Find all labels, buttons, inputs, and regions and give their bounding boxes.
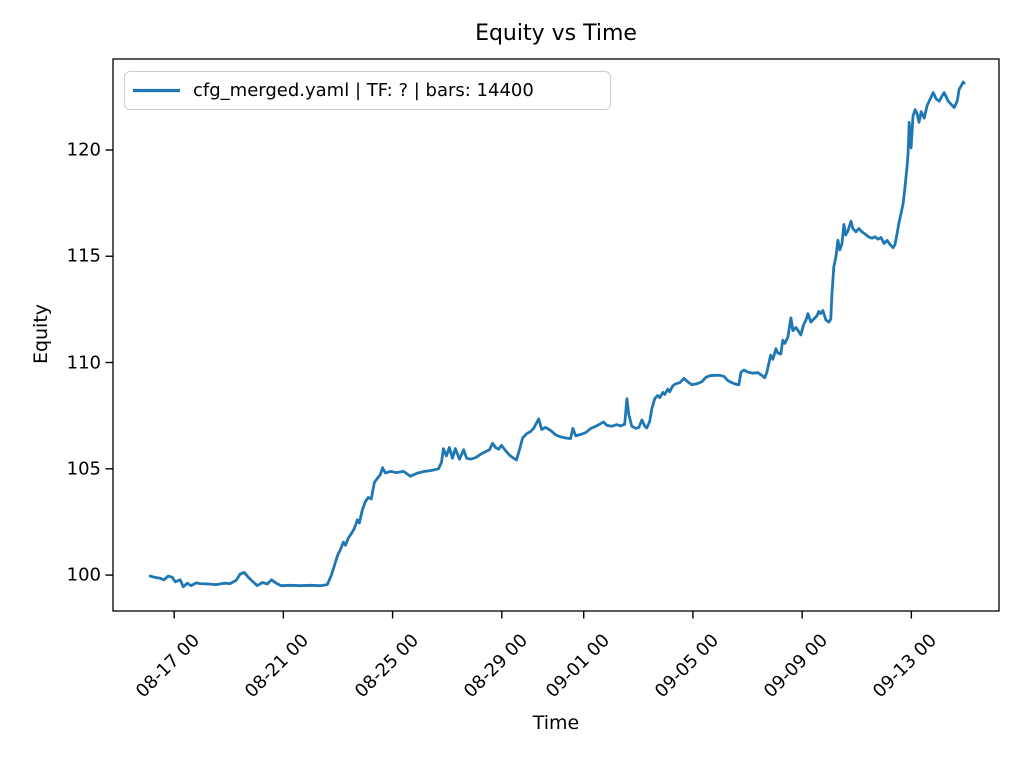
y-tick-label: 120: [66, 139, 101, 161]
chart-title: Equity vs Time: [475, 21, 637, 46]
y-tick-label: 100: [66, 564, 101, 586]
legend-line-sample-icon: [133, 88, 180, 93]
legend: cfg_merged.yaml | TF: ? | bars: 14400: [124, 71, 611, 110]
y-tick-label: 110: [66, 352, 101, 373]
legend-label: cfg_merged.yaml | TF: ? | bars: 14400: [193, 80, 534, 101]
equity-series-line: [148, 80, 966, 589]
x-axis-label: Time: [532, 712, 580, 734]
y-tick-label: 105: [66, 458, 101, 480]
axes-spines: [112, 58, 1000, 612]
y-tick-label: 115: [66, 245, 101, 267]
